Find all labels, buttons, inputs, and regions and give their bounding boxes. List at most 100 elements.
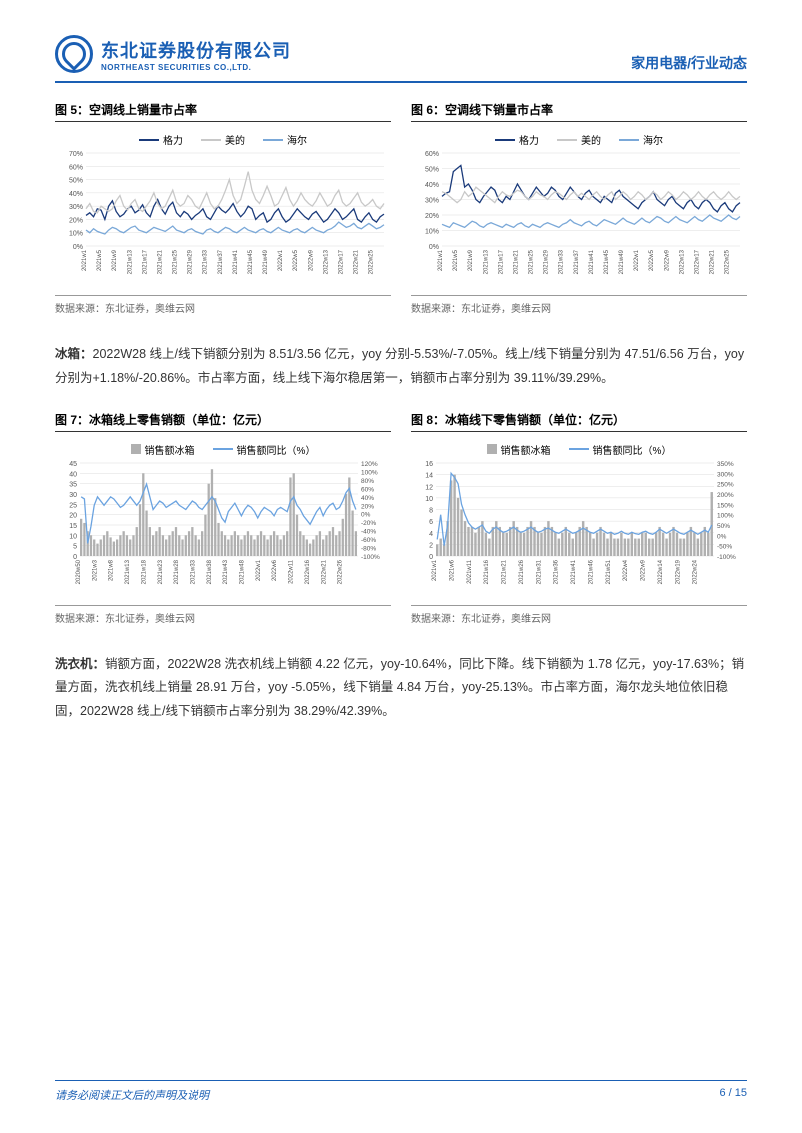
svg-text:2021w38: 2021w38 — [207, 559, 213, 584]
svg-text:2021w1: 2021w1 — [432, 559, 438, 581]
svg-text:40%: 40% — [69, 191, 83, 198]
svg-text:2022w21: 2022w21 — [321, 559, 327, 584]
svg-text:2021w51: 2021w51 — [606, 559, 612, 584]
svg-text:60%: 60% — [69, 164, 83, 171]
svg-text:25: 25 — [69, 502, 77, 509]
svg-text:-40%: -40% — [361, 528, 376, 535]
svg-text:0: 0 — [429, 554, 433, 561]
svg-text:2021w1: 2021w1 — [438, 249, 444, 271]
svg-text:2022w25: 2022w25 — [369, 249, 375, 274]
svg-text:2022w13: 2022w13 — [679, 249, 685, 274]
svg-text:0%: 0% — [429, 244, 439, 251]
svg-text:70%: 70% — [69, 151, 83, 158]
figure-7-chart: 051015202530354045-100%-80%-60%-40%-20%0… — [55, 459, 391, 594]
svg-text:60%: 60% — [425, 151, 439, 158]
svg-text:40%: 40% — [425, 182, 439, 189]
svg-text:20%: 20% — [361, 503, 374, 510]
svg-text:10: 10 — [69, 533, 77, 540]
svg-text:2021w48: 2021w48 — [240, 559, 246, 584]
figure-6-source: 数据来源：东北证券，奥维云网 — [411, 295, 747, 315]
svg-text:2021w28: 2021w28 — [174, 559, 180, 584]
svg-text:2021w3: 2021w3 — [92, 559, 98, 581]
svg-text:2021w31: 2021w31 — [536, 559, 542, 584]
svg-text:2022w21: 2022w21 — [354, 249, 360, 274]
figure-6: 图 6：空调线下销量市占率 格力美的海尔 0%10%20%30%40%50%60… — [411, 101, 747, 337]
paragraph-washer: 洗衣机：销额方面，2022W28 洗衣机线上销额 4.22 亿元，yoy-10.… — [55, 653, 747, 724]
figure-7-legend: 销售额冰箱销售额同比（%） — [55, 438, 391, 459]
svg-text:2021w49: 2021w49 — [263, 249, 269, 274]
svg-text:2021w16: 2021w16 — [484, 559, 490, 584]
svg-text:2021w21: 2021w21 — [157, 249, 163, 274]
svg-text:2021w5: 2021w5 — [97, 249, 103, 271]
figure-row-2: 图 7：冰箱线上零售销额（单位：亿元） 销售额冰箱销售额同比（%） 051015… — [55, 411, 747, 647]
svg-text:250%: 250% — [717, 481, 734, 488]
paragraph-fridge-body: 2022W28 线上/线下销额分别为 8.51/3.56 亿元，yoy 分别-5… — [55, 347, 744, 385]
logo-block: 东北证券股份有限公司 NORTHEAST SECURITIES CO.,LTD. — [55, 35, 291, 73]
svg-text:10: 10 — [425, 495, 433, 502]
svg-text:2022w5: 2022w5 — [293, 249, 299, 271]
svg-text:2022w9: 2022w9 — [308, 249, 314, 271]
svg-text:50%: 50% — [717, 523, 730, 530]
svg-text:2022w4: 2022w4 — [623, 559, 629, 581]
svg-text:2020w50: 2020w50 — [76, 559, 82, 584]
svg-text:2022w1: 2022w1 — [634, 249, 640, 271]
svg-text:10%: 10% — [69, 231, 83, 238]
svg-text:2021w41: 2021w41 — [571, 559, 577, 584]
svg-text:2021w33: 2021w33 — [559, 249, 565, 274]
svg-text:-60%: -60% — [361, 537, 376, 544]
svg-text:2022w13: 2022w13 — [323, 249, 329, 274]
svg-text:2021w37: 2021w37 — [574, 249, 580, 274]
paragraph-fridge-bold: 冰箱： — [55, 347, 93, 361]
figure-5-chart: 0%10%20%30%40%50%60%70%2021w12021w52021w… — [55, 149, 391, 284]
svg-text:2022w21: 2022w21 — [710, 249, 716, 274]
svg-text:4: 4 — [429, 530, 433, 537]
svg-text:30%: 30% — [425, 198, 439, 205]
svg-text:20%: 20% — [425, 213, 439, 220]
svg-text:5: 5 — [73, 543, 77, 550]
svg-text:2021w21: 2021w21 — [513, 249, 519, 274]
svg-text:2021w26: 2021w26 — [519, 559, 525, 584]
svg-text:-80%: -80% — [361, 545, 376, 552]
svg-text:2022w19: 2022w19 — [675, 559, 681, 584]
paragraph-washer-bold: 洗衣机： — [55, 657, 105, 671]
figure-6-chart: 0%10%20%30%40%50%60%2021w12021w52021w920… — [411, 149, 747, 284]
svg-text:150%: 150% — [717, 502, 734, 509]
svg-text:15: 15 — [69, 523, 77, 530]
svg-text:80%: 80% — [361, 477, 374, 484]
svg-text:2021w5: 2021w5 — [453, 249, 459, 271]
svg-text:2022w1: 2022w1 — [278, 249, 284, 271]
svg-text:200%: 200% — [717, 492, 734, 499]
company-name-cn: 东北证券股份有限公司 — [101, 37, 291, 63]
footer-page-number: 6 / 15 — [719, 1087, 747, 1103]
svg-text:2022w24: 2022w24 — [693, 559, 699, 584]
svg-text:2021w18: 2021w18 — [141, 559, 147, 584]
svg-text:30%: 30% — [69, 204, 83, 211]
svg-text:50%: 50% — [425, 167, 439, 174]
figure-5: 图 5：空调线上销量市占率 格力美的海尔 0%10%20%30%40%50%60… — [55, 101, 391, 337]
figure-6-legend: 格力美的海尔 — [411, 128, 747, 149]
svg-text:0: 0 — [73, 554, 77, 561]
figure-5-legend: 格力美的海尔 — [55, 128, 391, 149]
svg-text:60%: 60% — [361, 486, 374, 493]
svg-text:120%: 120% — [361, 461, 378, 468]
svg-text:2021w29: 2021w29 — [188, 249, 194, 274]
svg-text:2021w8: 2021w8 — [109, 559, 115, 581]
figure-7: 图 7：冰箱线上零售销额（单位：亿元） 销售额冰箱销售额同比（%） 051015… — [55, 411, 391, 647]
svg-text:2021w9: 2021w9 — [468, 249, 474, 271]
svg-text:40%: 40% — [361, 494, 374, 501]
svg-text:14: 14 — [425, 472, 433, 479]
logo-icon — [55, 35, 93, 73]
footer-divider — [55, 1080, 747, 1081]
figure-7-source: 数据来源：东北证券，奥维云网 — [55, 605, 391, 625]
figure-8: 图 8：冰箱线下零售销额（单位：亿元） 销售额冰箱销售额同比（%） 024681… — [411, 411, 747, 647]
svg-text:2022w11: 2022w11 — [289, 559, 295, 584]
svg-text:2021w11: 2021w11 — [467, 559, 473, 584]
svg-text:2021w33: 2021w33 — [190, 559, 196, 584]
figure-8-source: 数据来源：东北证券，奥维云网 — [411, 605, 747, 625]
svg-text:-100%: -100% — [717, 554, 736, 561]
footer-disclaimer: 请务必阅读正文后的声明及说明 — [55, 1087, 209, 1103]
svg-text:2021w23: 2021w23 — [158, 559, 164, 584]
svg-text:2021w45: 2021w45 — [604, 249, 610, 274]
report-category: 家用电器/行业动态 — [631, 35, 747, 73]
svg-text:2022w16: 2022w16 — [305, 559, 311, 584]
